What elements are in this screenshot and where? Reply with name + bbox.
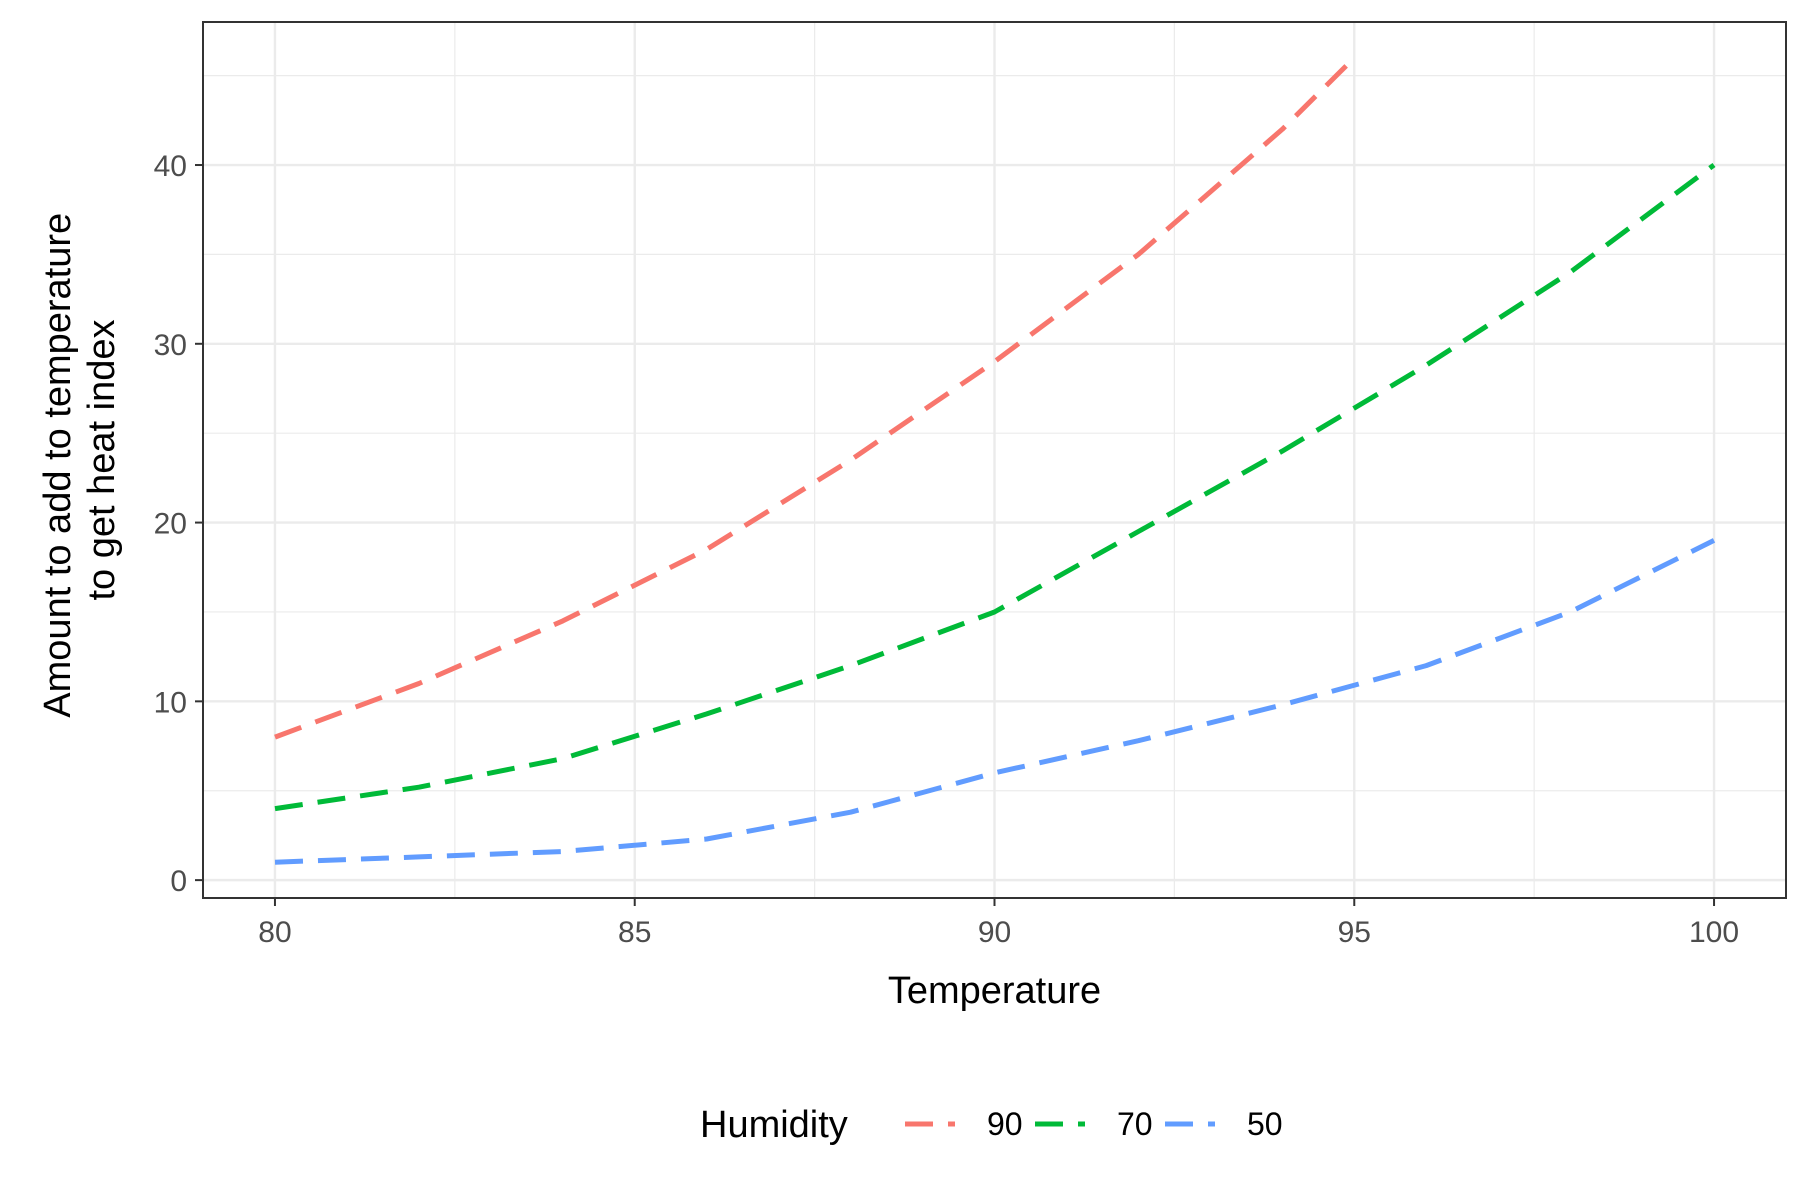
- series-line-50: [274, 538, 1716, 865]
- y-tick-label: 40: [154, 150, 187, 183]
- y-axis-title-line-2: to get heat index: [81, 320, 123, 601]
- series-line-70: [274, 162, 1716, 812]
- legend: Humidity 90 70 50: [700, 1104, 1283, 1146]
- y-tick-label: 10: [154, 686, 187, 719]
- legend-label-50: 50: [1247, 1106, 1283, 1142]
- y-tick-label: 30: [154, 329, 187, 362]
- series-line-90: [274, 56, 1357, 740]
- series-lines: [274, 56, 1716, 865]
- x-tick-label: 100: [1689, 916, 1739, 949]
- y-tick-label: 0: [170, 865, 187, 898]
- y-axis-title-line-1: Amount to add to temperature: [37, 213, 79, 718]
- x-tick-label: 90: [978, 916, 1011, 949]
- legend-title: Humidity: [700, 1104, 848, 1146]
- y-tick-label: 20: [154, 508, 187, 541]
- y-axis-title: Amount to add to temperature to get heat…: [37, 202, 123, 717]
- x-axis-ticks: 80 85 90 95 100: [258, 898, 1739, 949]
- major-gridlines: [203, 22, 1786, 898]
- legend-label-90: 90: [987, 1106, 1023, 1142]
- y-axis-ticks: 0 10 20 30 40: [154, 150, 203, 898]
- x-tick-label: 85: [618, 916, 651, 949]
- legend-label-70: 70: [1117, 1106, 1153, 1142]
- x-tick-label: 95: [1338, 916, 1371, 949]
- x-axis-title: Temperature: [888, 970, 1101, 1012]
- x-tick-label: 80: [258, 916, 291, 949]
